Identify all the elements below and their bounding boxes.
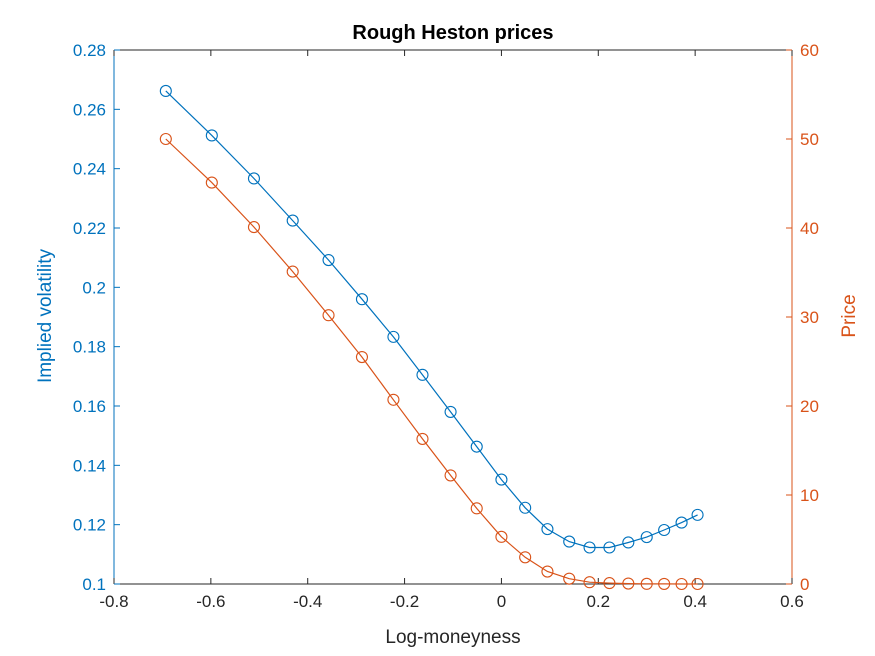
series-left-marker (563, 535, 576, 548)
series-left-marker (205, 129, 218, 142)
series-left-marker (470, 440, 483, 453)
y-left-tick-label: 0.16 (73, 397, 106, 416)
series-left-marker (622, 536, 635, 549)
series-left-marker (658, 523, 671, 537)
y-left-tick-label: 0.2 (82, 278, 106, 297)
series-right-marker (640, 577, 653, 590)
series-right-marker (603, 577, 616, 590)
series-right-marker (159, 132, 172, 146)
y-right-tick-label: 50 (800, 130, 819, 149)
series-left-marker (603, 541, 616, 554)
y-left-tick-label: 0.22 (73, 219, 106, 238)
series-right-marker (444, 469, 457, 482)
series-left-marker (387, 330, 400, 343)
series-left-marker (247, 172, 261, 185)
y-left-tick-label: 0.18 (73, 338, 106, 357)
series-left-marker (159, 84, 172, 97)
x-tick-label: -0.6 (196, 592, 225, 611)
series-left-marker (495, 473, 508, 486)
series-right-marker (541, 565, 554, 578)
series-left-marker (322, 253, 335, 267)
y-left-tick-label: 0.26 (73, 100, 106, 119)
series-left-marker (583, 541, 596, 554)
x-axis-label: Log-moneyness (385, 627, 520, 648)
chart-title: Rough Heston prices (352, 22, 553, 44)
x-tick-label: 0.6 (780, 592, 804, 611)
series-right-marker (322, 309, 335, 322)
x-tick-label: 0.2 (586, 592, 610, 611)
x-tick-label: -0.8 (99, 592, 128, 611)
y-left-tick-label: 0.1 (82, 575, 106, 594)
series-left-marker (444, 405, 457, 418)
series-right-marker (583, 576, 596, 589)
y-axis-left-label: Implied volatility (35, 248, 56, 383)
y-left-tick-label: 0.14 (73, 456, 106, 475)
series-left-marker (286, 214, 299, 227)
series-right-marker (355, 350, 369, 364)
series-right-marker (470, 502, 483, 515)
series-left-marker (675, 516, 688, 529)
y-right-tick-label: 40 (800, 219, 819, 238)
series-right-marker (563, 572, 576, 585)
series-right-marker (416, 432, 429, 445)
series-left-marker (355, 293, 369, 306)
x-tick-label: -0.4 (293, 592, 322, 611)
x-tick-label: 0 (497, 592, 506, 611)
series-left-marker (691, 508, 704, 521)
y-left-tick-label: 0.28 (73, 41, 106, 60)
series-right-marker (247, 221, 261, 234)
series-left-marker (640, 531, 653, 544)
series-right-marker (205, 176, 218, 189)
series-right-marker (387, 393, 400, 406)
series-right-marker (519, 551, 532, 564)
series-left-marker (541, 523, 554, 536)
y-axis-right-label: Price (839, 294, 860, 337)
series-right-marker (622, 577, 635, 590)
series-right-line (165, 138, 698, 585)
series-left-marker (416, 368, 429, 381)
series-right-marker (495, 530, 508, 543)
x-tick-label: 0.4 (683, 592, 707, 611)
series-right-marker (286, 265, 299, 278)
y-left-tick-label: 0.12 (73, 516, 106, 535)
y-right-tick-label: 60 (800, 41, 819, 60)
y-right-tick-label: 10 (800, 486, 819, 505)
series-right-marker (691, 577, 704, 591)
series-left-line (165, 90, 698, 549)
y-left-tick-label: 0.24 (73, 160, 106, 179)
y-right-tick-label: 20 (800, 397, 819, 416)
y-right-tick-label: 30 (800, 308, 819, 327)
series-right-marker (658, 577, 671, 590)
series-right-marker (675, 577, 688, 591)
plot-area: -0.8 -0.6 -0.4 -0.2 0 0.2 0.4 0.6 0.1 0.12 0.14 0.1… (73, 41, 819, 611)
y-right-tick-label: 0 (800, 575, 809, 594)
x-tick-label: -0.2 (390, 592, 419, 611)
series-left-marker (519, 501, 532, 514)
